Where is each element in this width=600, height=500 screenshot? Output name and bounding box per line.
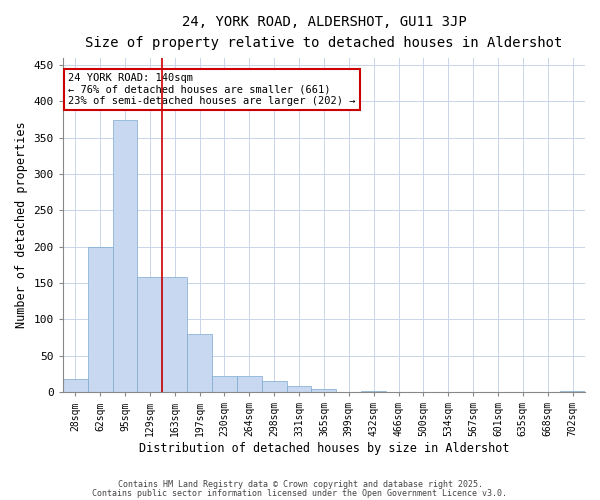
Bar (361, 390, 386, 392)
Bar (137, 278, 162, 392)
Bar (63, 379, 88, 392)
Bar (187, 334, 212, 392)
Title: 24, YORK ROAD, ALDERSHOT, GU11 3JP
Size of property relative to detached houses : 24, YORK ROAD, ALDERSHOT, GU11 3JP Size … (85, 15, 563, 50)
X-axis label: Distribution of detached houses by size in Aldershot: Distribution of detached houses by size … (139, 442, 509, 455)
Bar (212, 376, 237, 392)
Text: Contains HM Land Registry data © Crown copyright and database right 2025.: Contains HM Land Registry data © Crown c… (118, 480, 482, 489)
Text: Contains public sector information licensed under the Open Government Licence v3: Contains public sector information licen… (92, 488, 508, 498)
Bar (237, 376, 262, 392)
Bar (162, 278, 187, 392)
Text: 24 YORK ROAD: 140sqm
← 76% of detached houses are smaller (661)
23% of semi-deta: 24 YORK ROAD: 140sqm ← 76% of detached h… (68, 73, 356, 106)
Bar (262, 382, 287, 392)
Bar (88, 247, 113, 392)
Bar (113, 120, 137, 392)
Bar (287, 386, 311, 392)
Bar (560, 390, 585, 392)
Bar (311, 390, 337, 392)
Y-axis label: Number of detached properties: Number of detached properties (15, 122, 28, 328)
